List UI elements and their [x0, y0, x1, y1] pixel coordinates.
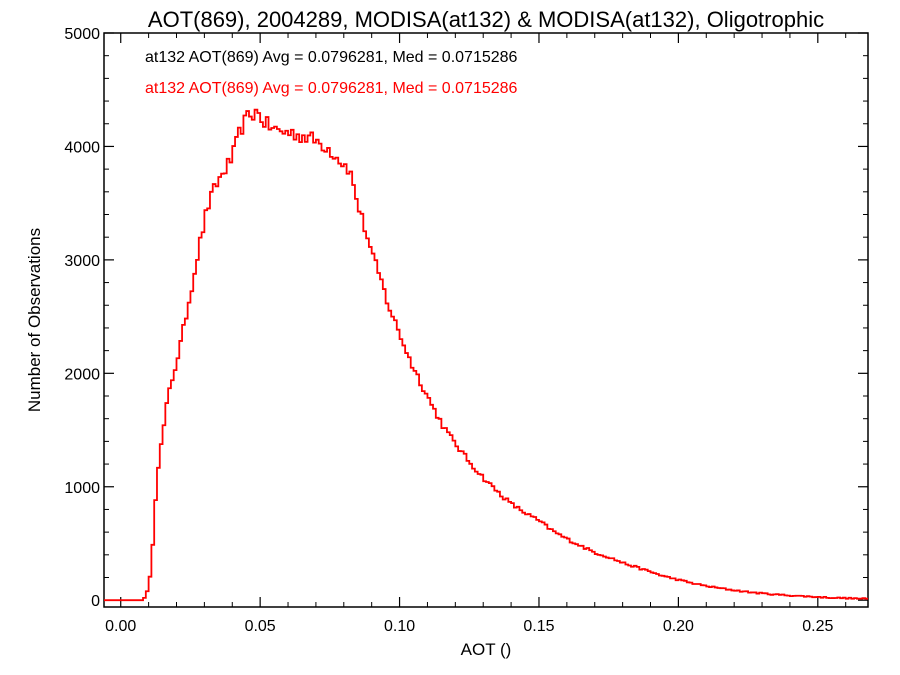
x-tick-label: 0.00: [105, 618, 136, 635]
plot-frame: [103, 32, 869, 608]
chart-title: AOT(869), 2004289, MODISA(at132) & MODIS…: [148, 7, 824, 32]
x-tick-label: 0.25: [802, 618, 833, 635]
x-tick-label: 0.05: [245, 618, 276, 635]
x-tick-label: 0.15: [523, 618, 554, 635]
y-tick-label: 4000: [64, 139, 100, 156]
y-tick-label: 1000: [64, 480, 100, 497]
x-tick-label: 0.10: [384, 618, 415, 635]
y-tick-label: 3000: [64, 253, 100, 270]
y-tick-label: 0: [91, 593, 100, 610]
histogram-series-line: [104, 108, 868, 602]
x-tick-label: 0.20: [663, 618, 694, 635]
y-axis-label: Number of Observations: [25, 228, 44, 412]
y-tick-label: 2000: [64, 366, 100, 383]
plot-border: [103, 32, 869, 608]
y-tick-labels: 0 1000 2000 3000 4000 5000: [64, 26, 100, 610]
x-axis-label: AOT (): [461, 640, 512, 659]
series-group: [104, 108, 868, 602]
axis-ticks: [104, 32, 868, 607]
legend-stat-black: at132 AOT(869) Avg = 0.0796281, Med = 0.…: [145, 49, 518, 66]
x-tick-labels: 0.00 0.05 0.10 0.15 0.20 0.25: [105, 618, 833, 635]
legend-stat-red: at132 AOT(869) Avg = 0.0796281, Med = 0.…: [145, 80, 518, 97]
y-tick-label: 5000: [64, 26, 100, 43]
